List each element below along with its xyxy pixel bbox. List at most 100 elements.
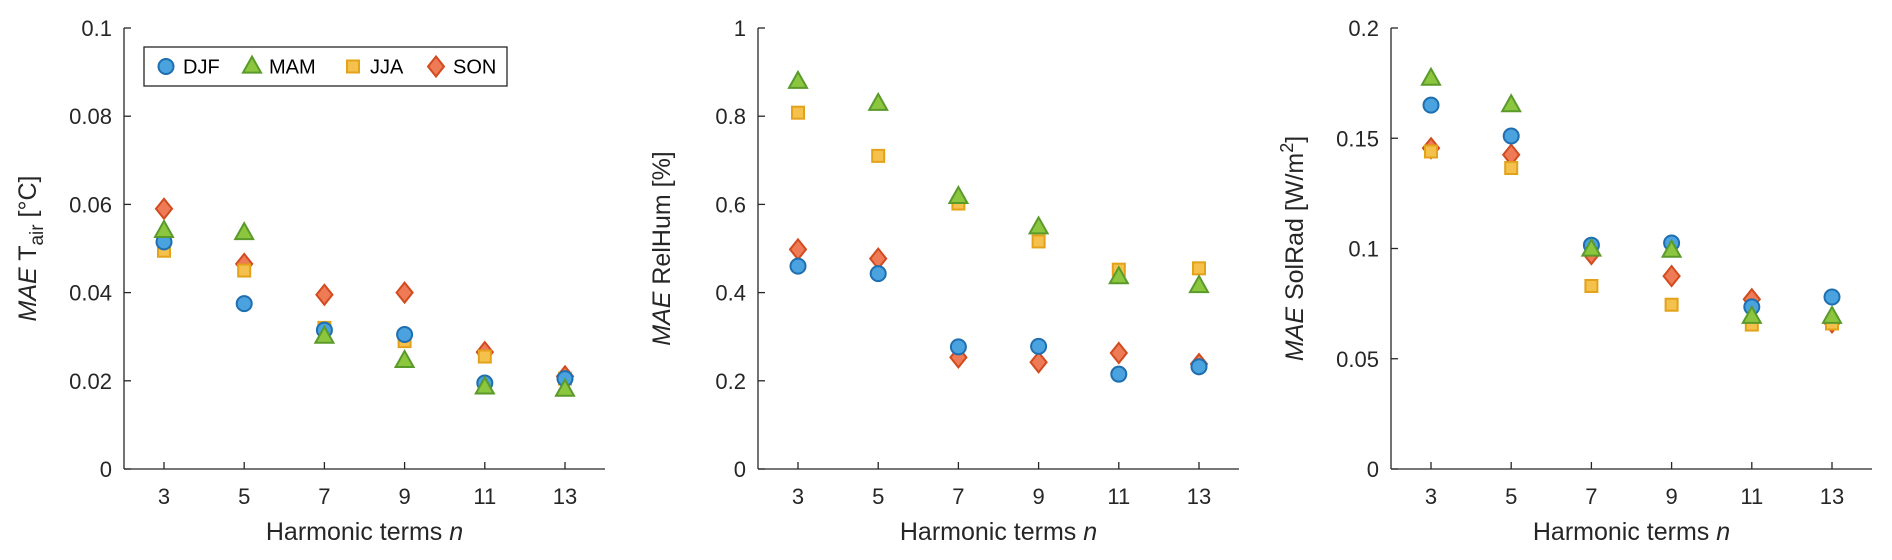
y-tick-label: 0.15	[1336, 126, 1379, 151]
y-axis-label-text: RelHum [%]	[648, 151, 676, 291]
x-axis-label-variable: n	[1083, 518, 1097, 546]
x-tick-label: 9	[398, 484, 410, 509]
y-axis-label-italic: MAE	[1281, 307, 1309, 362]
point-djf	[949, 338, 967, 356]
legend-box	[143, 46, 508, 87]
point-mam	[1741, 304, 1763, 324]
point-djf	[789, 257, 807, 275]
y-tick-label: 1	[734, 16, 746, 41]
point-mam	[1108, 265, 1130, 285]
point-mam	[1027, 215, 1050, 235]
point-mam	[1660, 238, 1683, 258]
point-djf	[869, 265, 887, 283]
point-jja	[346, 59, 360, 74]
point-mam	[474, 375, 496, 395]
point-jja	[791, 105, 805, 120]
y-tick-label: 0.06	[69, 192, 112, 217]
point-djf	[1110, 365, 1128, 383]
y-axis-label-italic: MAE	[648, 291, 676, 346]
y-tick-label: 0.04	[69, 281, 112, 306]
y-axis-label-superscript: 2	[1277, 143, 1297, 153]
y-tick-label: 0.1	[81, 16, 112, 41]
point-djf	[1422, 96, 1440, 114]
point-djf	[157, 58, 175, 75]
legend-label-son: SON	[453, 57, 496, 79]
y-axis-label-unit: ]	[1281, 136, 1309, 143]
y-tick-label: 0.4	[715, 281, 746, 306]
chart-panel-1: 0 0.02 0.04 0.06 0.08 0.1 3 5 7 9 11 13 Harmonic ter…	[14, 16, 605, 546]
x-tick-label: 9	[1665, 484, 1677, 509]
point-mam	[393, 348, 416, 369]
y-axis-label-text: T	[14, 246, 42, 268]
x-tick-label: 5	[238, 484, 250, 509]
x-tick-label: 7	[318, 484, 330, 509]
y-tick-label: 0.1	[1348, 237, 1379, 262]
point-mam	[554, 377, 576, 397]
x-tick-label: 13	[1187, 484, 1211, 509]
point-mam	[233, 221, 255, 241]
x-tick-label: 7	[1585, 484, 1597, 509]
y-tick-label: 0	[734, 457, 746, 482]
point-son	[395, 280, 414, 305]
y-tick-label: 0.02	[69, 369, 112, 394]
y-tick-label: 0.8	[715, 104, 746, 129]
x-tick-label: 13	[1820, 484, 1844, 509]
point-son	[788, 237, 808, 261]
x-tick-label: 7	[952, 484, 964, 509]
x-axis-label-text: Harmonic terms	[266, 518, 449, 546]
x-tick-label: 3	[792, 484, 804, 509]
x-tick-label: 3	[158, 484, 170, 509]
point-djf	[1190, 358, 1208, 376]
point-djf	[1823, 288, 1841, 306]
point-mam	[1821, 304, 1843, 324]
point-son	[154, 197, 174, 221]
y-tick-label: 0	[100, 457, 112, 482]
y-tick-label: 0.05	[1336, 347, 1379, 372]
y-axis-label-text: SolRad [W/m	[1281, 153, 1309, 307]
point-mam	[313, 324, 336, 344]
point-jja	[1664, 297, 1679, 312]
x-tick-label: 9	[1032, 484, 1044, 509]
point-mam	[1580, 237, 1603, 257]
point-mam	[1420, 66, 1442, 86]
y-axis-label: MAE Tair [°C]	[14, 176, 48, 322]
legend-label-mam: MAM	[269, 57, 316, 79]
y-axis-label: MAE RelHum [%]	[648, 151, 676, 346]
legend: DJF MAM JJA SON	[143, 46, 508, 87]
point-son	[315, 283, 334, 307]
x-tick-label: 3	[1425, 484, 1437, 509]
point-mam	[241, 54, 263, 74]
x-axis-label: Harmonic terms n	[266, 518, 463, 546]
chart-panel-3: 0 0.05 0.1 0.15 0.2 3 5 7 9 11 13 Harmonic terms n M…	[1277, 16, 1872, 546]
point-mam	[947, 184, 970, 204]
point-djf	[1502, 127, 1520, 145]
point-son	[426, 54, 446, 79]
point-djf	[235, 295, 253, 313]
x-tick-label: 11	[1107, 484, 1130, 509]
y-tick-label: 0.08	[69, 104, 112, 129]
y-axis-label-italic: MAE	[14, 267, 42, 322]
x-axis-label-variable: n	[1716, 518, 1730, 546]
point-son	[1109, 341, 1129, 365]
y-tick-label: 0.2	[715, 369, 746, 394]
point-mam	[787, 69, 809, 89]
point-jja	[1031, 234, 1046, 249]
x-axis-label-variable: n	[449, 518, 463, 546]
y-tick-label: 0.6	[715, 192, 746, 217]
x-tick-label: 13	[553, 484, 577, 509]
point-mam	[1188, 274, 1210, 294]
point-son	[1029, 350, 1048, 374]
y-axis-label: MAE SolRad [W/m2]	[1277, 136, 1309, 361]
y-tick-label: 0	[1367, 457, 1379, 482]
y-axis-label-subscript: air	[27, 224, 48, 246]
x-axis-label-text: Harmonic terms	[1533, 518, 1716, 546]
point-djf	[1030, 337, 1048, 355]
point-jja	[237, 263, 252, 278]
x-tick-label: 5	[1505, 484, 1517, 509]
y-axis-label-unit: [°C]	[14, 176, 42, 225]
point-jja	[477, 349, 492, 364]
y-tick-label: 0.2	[1348, 16, 1379, 41]
x-axis-label: Harmonic terms n	[1533, 518, 1730, 546]
